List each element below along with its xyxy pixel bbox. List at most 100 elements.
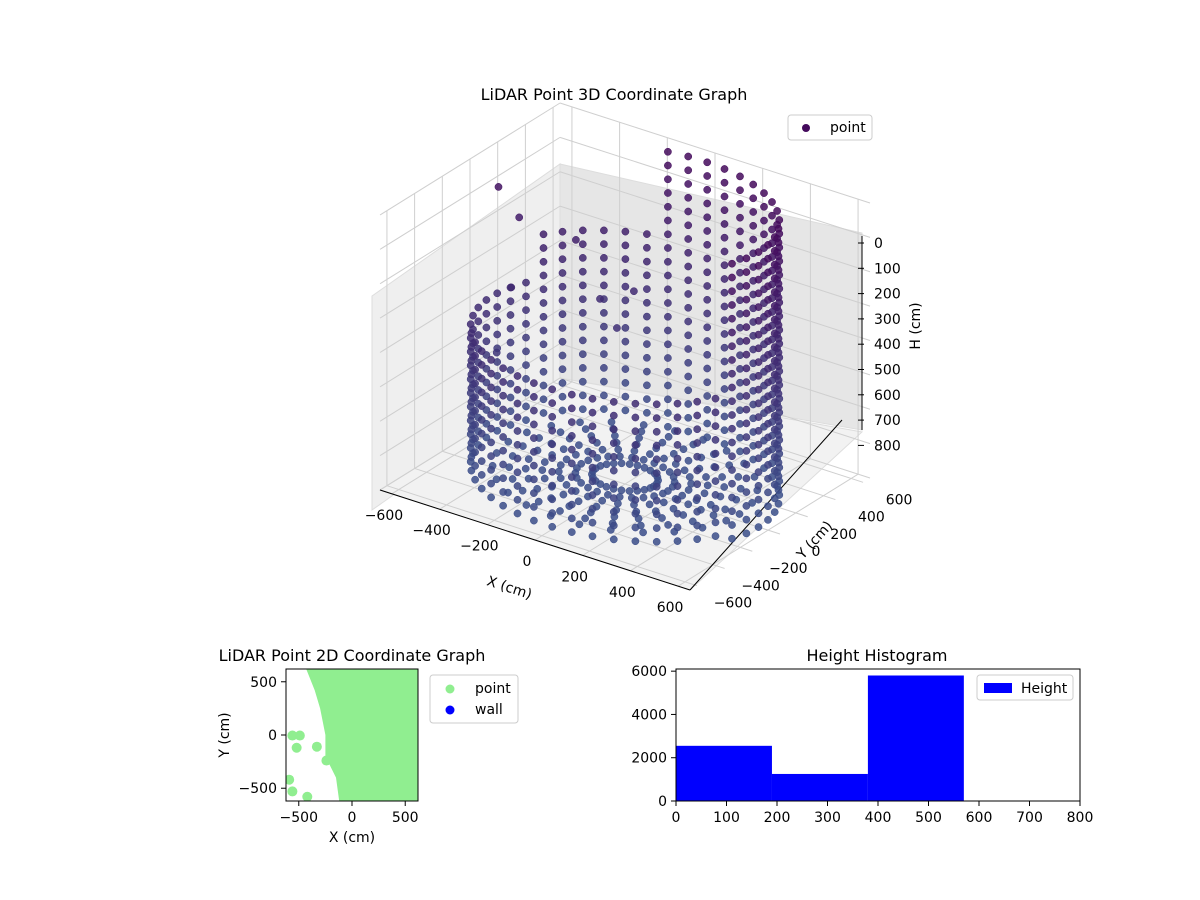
point-3d [728,438,736,447]
point-3d [621,269,630,277]
y-tick-label-2d: 0 [268,728,277,744]
z-tick-label: 0 [874,236,883,252]
grid-line-z [379,102,561,216]
point-3d [770,425,779,434]
point-3d [548,522,557,531]
point-3d [774,252,783,261]
point-3d [775,216,784,224]
point-3d [770,370,779,379]
point-3d [522,416,530,424]
legend-hist-label: Height [1021,681,1068,697]
point-3d [754,344,763,353]
point-3d [720,233,729,242]
y-tick-label-hist: 2000 [631,751,667,767]
point-3d [631,496,640,504]
point-2d [286,774,295,785]
point-3d [728,452,736,461]
point-3d [720,247,729,256]
point-3d [539,257,548,266]
point-3d [652,482,661,491]
point-3d [621,337,630,346]
point-3d [643,230,651,238]
point-3d [773,207,781,215]
x-tick-label-2d: −500 [280,810,318,826]
point-3d [684,207,693,216]
point-3d [556,428,565,437]
x-tick-label: 0 [523,554,532,570]
point-3d [770,494,779,503]
point-3d [685,473,694,481]
point-3d [600,350,608,358]
point-3d [621,379,630,387]
point-3d [513,509,522,518]
point-3d [736,241,744,250]
point-3d [764,323,772,332]
point-3d [764,392,772,401]
point-3d [643,381,651,390]
point-3d [749,180,758,189]
point-3d [471,407,479,415]
y-tick-label: 600 [886,492,913,508]
point-3d [699,436,707,444]
chart-2d-title: LiDAR Point 2D Coordinate Graph [219,646,486,665]
point-3d [471,420,479,429]
point-3d [664,422,672,431]
point-3d [617,486,626,495]
point-3d [513,440,522,449]
histogram-bar [676,745,772,801]
point-3d [588,463,597,472]
point-3d [728,259,736,268]
point-3d [736,268,744,277]
point-3d [703,268,712,277]
point-3d [567,500,576,509]
point-3d [774,238,783,247]
point-3d [600,364,608,372]
point-3d [559,445,568,454]
point-3d [754,509,763,518]
point-3d [703,323,712,332]
point-3d [718,473,726,481]
point-3d [703,240,712,249]
point-3d [588,518,597,527]
x-tick-label-hist: 700 [1016,810,1043,826]
point-3d [684,180,693,188]
point-3d [539,340,548,349]
point-3d [702,473,710,481]
point-3d [621,310,630,318]
point-3d [749,221,758,230]
point-3d [770,357,779,365]
point-3d [679,445,688,454]
point-3d [631,482,640,491]
point-3d [613,324,621,332]
point-3d [588,477,597,486]
point-3d [539,230,548,239]
point-3d [631,399,640,408]
point-3d [754,413,763,421]
point-3d [539,244,548,252]
point-3d [736,447,744,456]
point-3d [736,378,744,387]
point-3d [754,523,763,531]
point-3d [764,296,772,304]
point-3d [728,328,736,337]
point-3d [558,255,567,264]
point-3d [506,407,515,416]
point-3d [711,463,720,472]
point-3d [770,439,779,448]
point-3d [530,448,538,456]
point-3d [598,496,607,505]
point-3d [652,537,661,546]
point-3d [673,496,682,504]
grid-line-z-back [559,136,871,238]
point-3d [703,392,712,400]
point-3d [736,296,744,305]
point-3d [600,226,608,235]
point-3d [474,303,483,312]
point-3d [664,367,672,376]
point-3d [522,320,530,328]
grid-line-z-back [559,308,871,410]
point-3d [643,353,651,362]
point-3d [664,285,672,294]
point-3d [673,413,682,422]
point-3d [609,466,618,475]
